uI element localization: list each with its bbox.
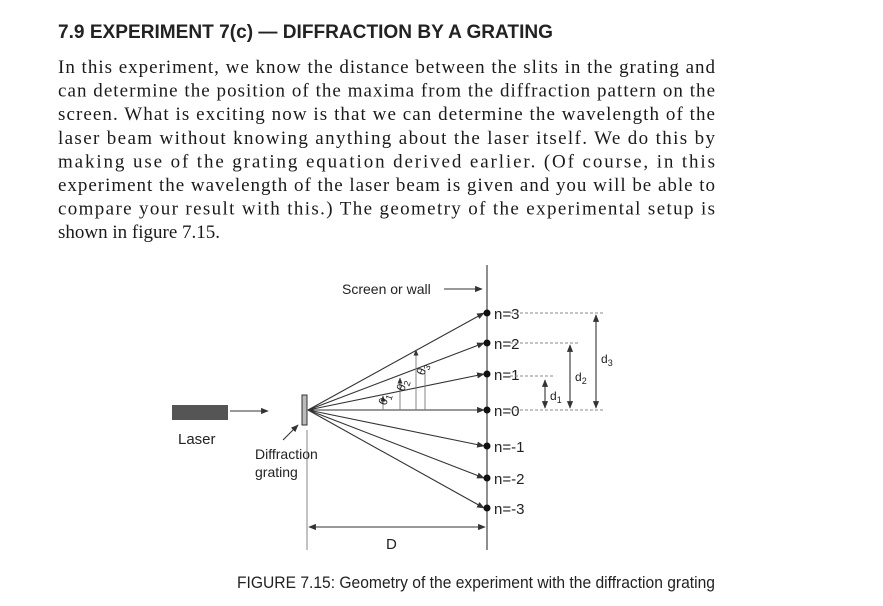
- maxima: [483, 309, 491, 512]
- rays: [307, 312, 485, 509]
- distance-symbol-symbol: d: [575, 370, 582, 384]
- grating-label: Diffraction: [255, 446, 318, 462]
- order-label: n=-3: [494, 501, 524, 518]
- order-label: n=3: [494, 306, 519, 323]
- angle-label: θ1: [376, 391, 395, 407]
- paragraph-line: compare your result with this.) The geom…: [58, 199, 715, 220]
- grating-arrow: [282, 424, 299, 441]
- paragraph-line: laser beam without knowing anything abou…: [58, 128, 716, 149]
- screen-label: Screen or wall: [342, 281, 431, 297]
- paragraph-line: screen. What is exciting now is that we …: [58, 104, 715, 125]
- grating-label: grating: [255, 464, 298, 480]
- laser-label: Laser: [178, 431, 216, 448]
- distance-arrows: [541, 314, 600, 409]
- laser: [172, 405, 228, 420]
- distance-symbol-subscript: 3: [608, 358, 613, 368]
- order-label: n=-2: [494, 471, 524, 488]
- distance-guides: [510, 312, 605, 411]
- angle-label-subscript: 3: [422, 363, 433, 371]
- distance-symbol-subscript: 2: [582, 376, 587, 386]
- section-title: 7.9 EXPERIMENT 7(c) — DIFFRACTION BY A G…: [58, 22, 553, 43]
- figure-caption: FIGURE 7.15: Geometry of the experiment …: [237, 573, 715, 592]
- distance-symbol: d2: [575, 370, 587, 386]
- paragraph-line: shown in figure 7.15.: [58, 222, 220, 243]
- distance-label: D: [386, 536, 397, 553]
- distance-symbol-symbol: d: [550, 389, 557, 403]
- angle-label-symbol: θ: [376, 396, 392, 407]
- angle-label-symbol: θ: [414, 366, 430, 377]
- angle-label-symbol: θ: [394, 382, 410, 393]
- distance-symbol: d3: [601, 352, 613, 368]
- angle-label: θ2: [394, 377, 413, 393]
- paragraph-line: making use of the grating equation deriv…: [58, 151, 715, 172]
- paragraph-line: experiment the wavelength of the laser b…: [58, 175, 715, 196]
- grating: [301, 394, 308, 426]
- angle-label: θ3: [414, 361, 433, 377]
- distance-symbol-subscript: 1: [557, 395, 562, 405]
- distance-symbol-symbol: d: [601, 352, 608, 366]
- order-label: n=2: [494, 336, 519, 353]
- angle-label-subscript: 1: [384, 393, 395, 401]
- order-label: n=-1: [494, 439, 524, 456]
- diagram: Screen or wall Laser Diffraction grating…: [172, 265, 613, 553]
- order-label: n=0: [494, 403, 519, 420]
- angle-guides: [380, 349, 426, 410]
- order-label: n=1: [494, 367, 519, 384]
- paragraph-line: In this experiment, we know the distance…: [58, 57, 715, 78]
- angle-label-subscript: 2: [402, 379, 413, 387]
- paragraph: In this experiment, we know the distance…: [58, 57, 716, 243]
- distance-symbol: d1: [550, 389, 562, 405]
- paragraph-line: can determine the position of the maxima…: [58, 81, 715, 102]
